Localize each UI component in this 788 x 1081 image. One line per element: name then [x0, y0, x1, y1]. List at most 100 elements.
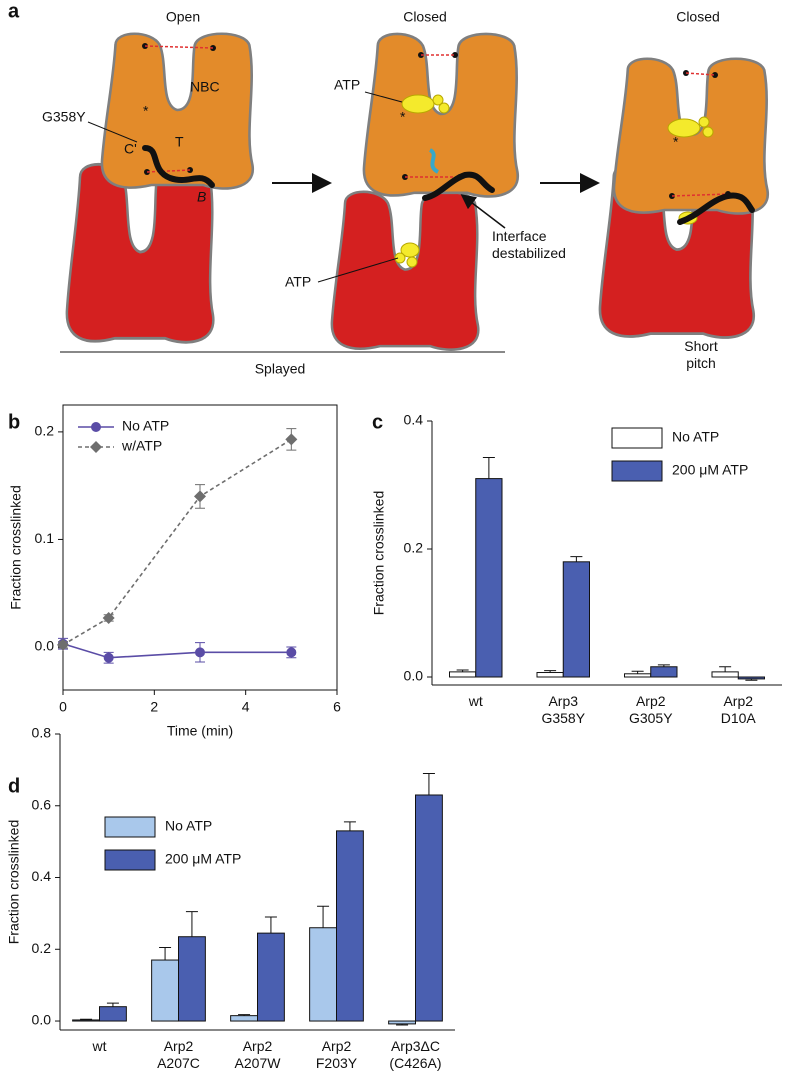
atp	[698, 116, 710, 128]
error-bar	[570, 556, 583, 562]
subunit-orange	[362, 32, 520, 198]
label: ATP	[334, 77, 360, 93]
subunit-red	[65, 162, 215, 344]
legend-label: 200 μM ATP	[672, 462, 748, 478]
bar	[475, 478, 503, 678]
point	[285, 433, 298, 446]
atp	[401, 94, 435, 114]
bar	[99, 1006, 127, 1022]
state-label: Closed	[676, 9, 720, 25]
y-tick-label: 0.6	[32, 796, 52, 812]
y-axis-label: Fraction crosslinked	[8, 485, 24, 610]
bar	[536, 672, 564, 678]
x-tick-label: Arp2 D10A	[720, 693, 756, 726]
label: G358Y	[42, 109, 86, 125]
leader	[317, 257, 399, 283]
dot	[210, 45, 216, 51]
y-tick-label: 0.2	[32, 940, 52, 956]
x-tick-label: 4	[242, 699, 250, 715]
distance	[671, 193, 729, 197]
annotation: Short pitch	[684, 338, 718, 371]
bar	[711, 671, 739, 678]
label: B	[197, 189, 206, 205]
legend-label: No ATP	[672, 429, 719, 445]
atp	[667, 118, 701, 138]
bar	[151, 959, 179, 1022]
bar	[257, 932, 285, 1022]
asterisk: *	[673, 134, 679, 150]
panel-label: d	[8, 775, 20, 797]
x-tick-label: Arp2 G305Y	[628, 693, 673, 726]
x-tick-label: Arp2 A207C	[157, 1038, 200, 1071]
bar	[449, 671, 477, 678]
legend-swatch	[104, 849, 156, 871]
x-tick-label: wt	[468, 693, 483, 709]
legend-label: w/ATP	[121, 438, 162, 454]
panel-label: a	[8, 0, 20, 22]
error-bar	[159, 946, 172, 961]
point	[103, 652, 114, 663]
point	[194, 490, 206, 503]
bar	[388, 1020, 417, 1025]
y-tick-label: 0.0	[404, 668, 424, 684]
bar	[336, 830, 364, 1022]
point	[195, 647, 205, 658]
error-bar	[719, 666, 732, 672]
x-tick-label: 6	[333, 699, 341, 715]
legend-swatch	[104, 816, 156, 838]
legend-label: No ATP	[122, 418, 169, 434]
y-tick-label: 0.8	[32, 725, 52, 741]
x-tick-label: Arp2 A207W	[234, 1038, 281, 1071]
panel-label: b	[8, 411, 20, 433]
atp	[406, 256, 418, 268]
atp	[438, 102, 450, 114]
bar	[415, 794, 443, 1022]
dot	[452, 52, 458, 58]
y-tick-label: 0.4	[404, 412, 424, 428]
c-terminus	[142, 145, 215, 188]
y-tick-label: 0.0	[35, 638, 55, 654]
bar	[624, 673, 652, 678]
y-tick-label: 0.4	[32, 868, 52, 884]
c-terminus	[422, 171, 495, 201]
error-bar	[343, 821, 356, 831]
legend-marker	[90, 441, 102, 453]
error-bar	[106, 1002, 119, 1007]
error-bar	[482, 456, 495, 479]
bar	[737, 676, 765, 680]
error-bar	[185, 911, 198, 937]
y-tick-label: 0.1	[35, 530, 55, 546]
bar	[178, 936, 206, 1022]
label: NBC	[190, 79, 220, 95]
y-axis-label: Fraction crosslinked	[371, 491, 387, 616]
legend-marker	[91, 422, 101, 432]
series-line	[62, 642, 292, 659]
atp	[432, 94, 444, 106]
bar	[230, 1015, 258, 1022]
error-bar	[422, 772, 435, 795]
point	[286, 647, 297, 658]
legend-swatch	[611, 427, 663, 449]
x-tick-label: wt	[92, 1038, 107, 1054]
atp	[394, 252, 406, 264]
asterisk: *	[143, 103, 149, 119]
charts: b 0.0 0.1 0.2 Fraction crosslinked 0 2 4 6 Time (…	[6, 404, 782, 1031]
state-label: Open	[166, 9, 200, 25]
y-tick-label: 0.2	[35, 423, 55, 439]
plot-frame	[62, 404, 338, 691]
y-axis-label: Fraction crosslinked	[6, 820, 22, 945]
state-label: Closed	[403, 9, 447, 25]
label: Splayed	[255, 361, 306, 377]
leader	[87, 121, 138, 143]
panel-label: c	[372, 411, 383, 433]
x-tick-label: 0	[59, 699, 67, 715]
bar	[72, 1019, 100, 1022]
error-bar	[317, 905, 330, 928]
error-bar	[264, 916, 277, 934]
legend-label: 200 μM ATP	[165, 851, 241, 867]
bar	[562, 561, 590, 678]
arrow	[460, 194, 506, 229]
x-tick-label: Arp3ΔC (C426A)	[389, 1038, 442, 1071]
